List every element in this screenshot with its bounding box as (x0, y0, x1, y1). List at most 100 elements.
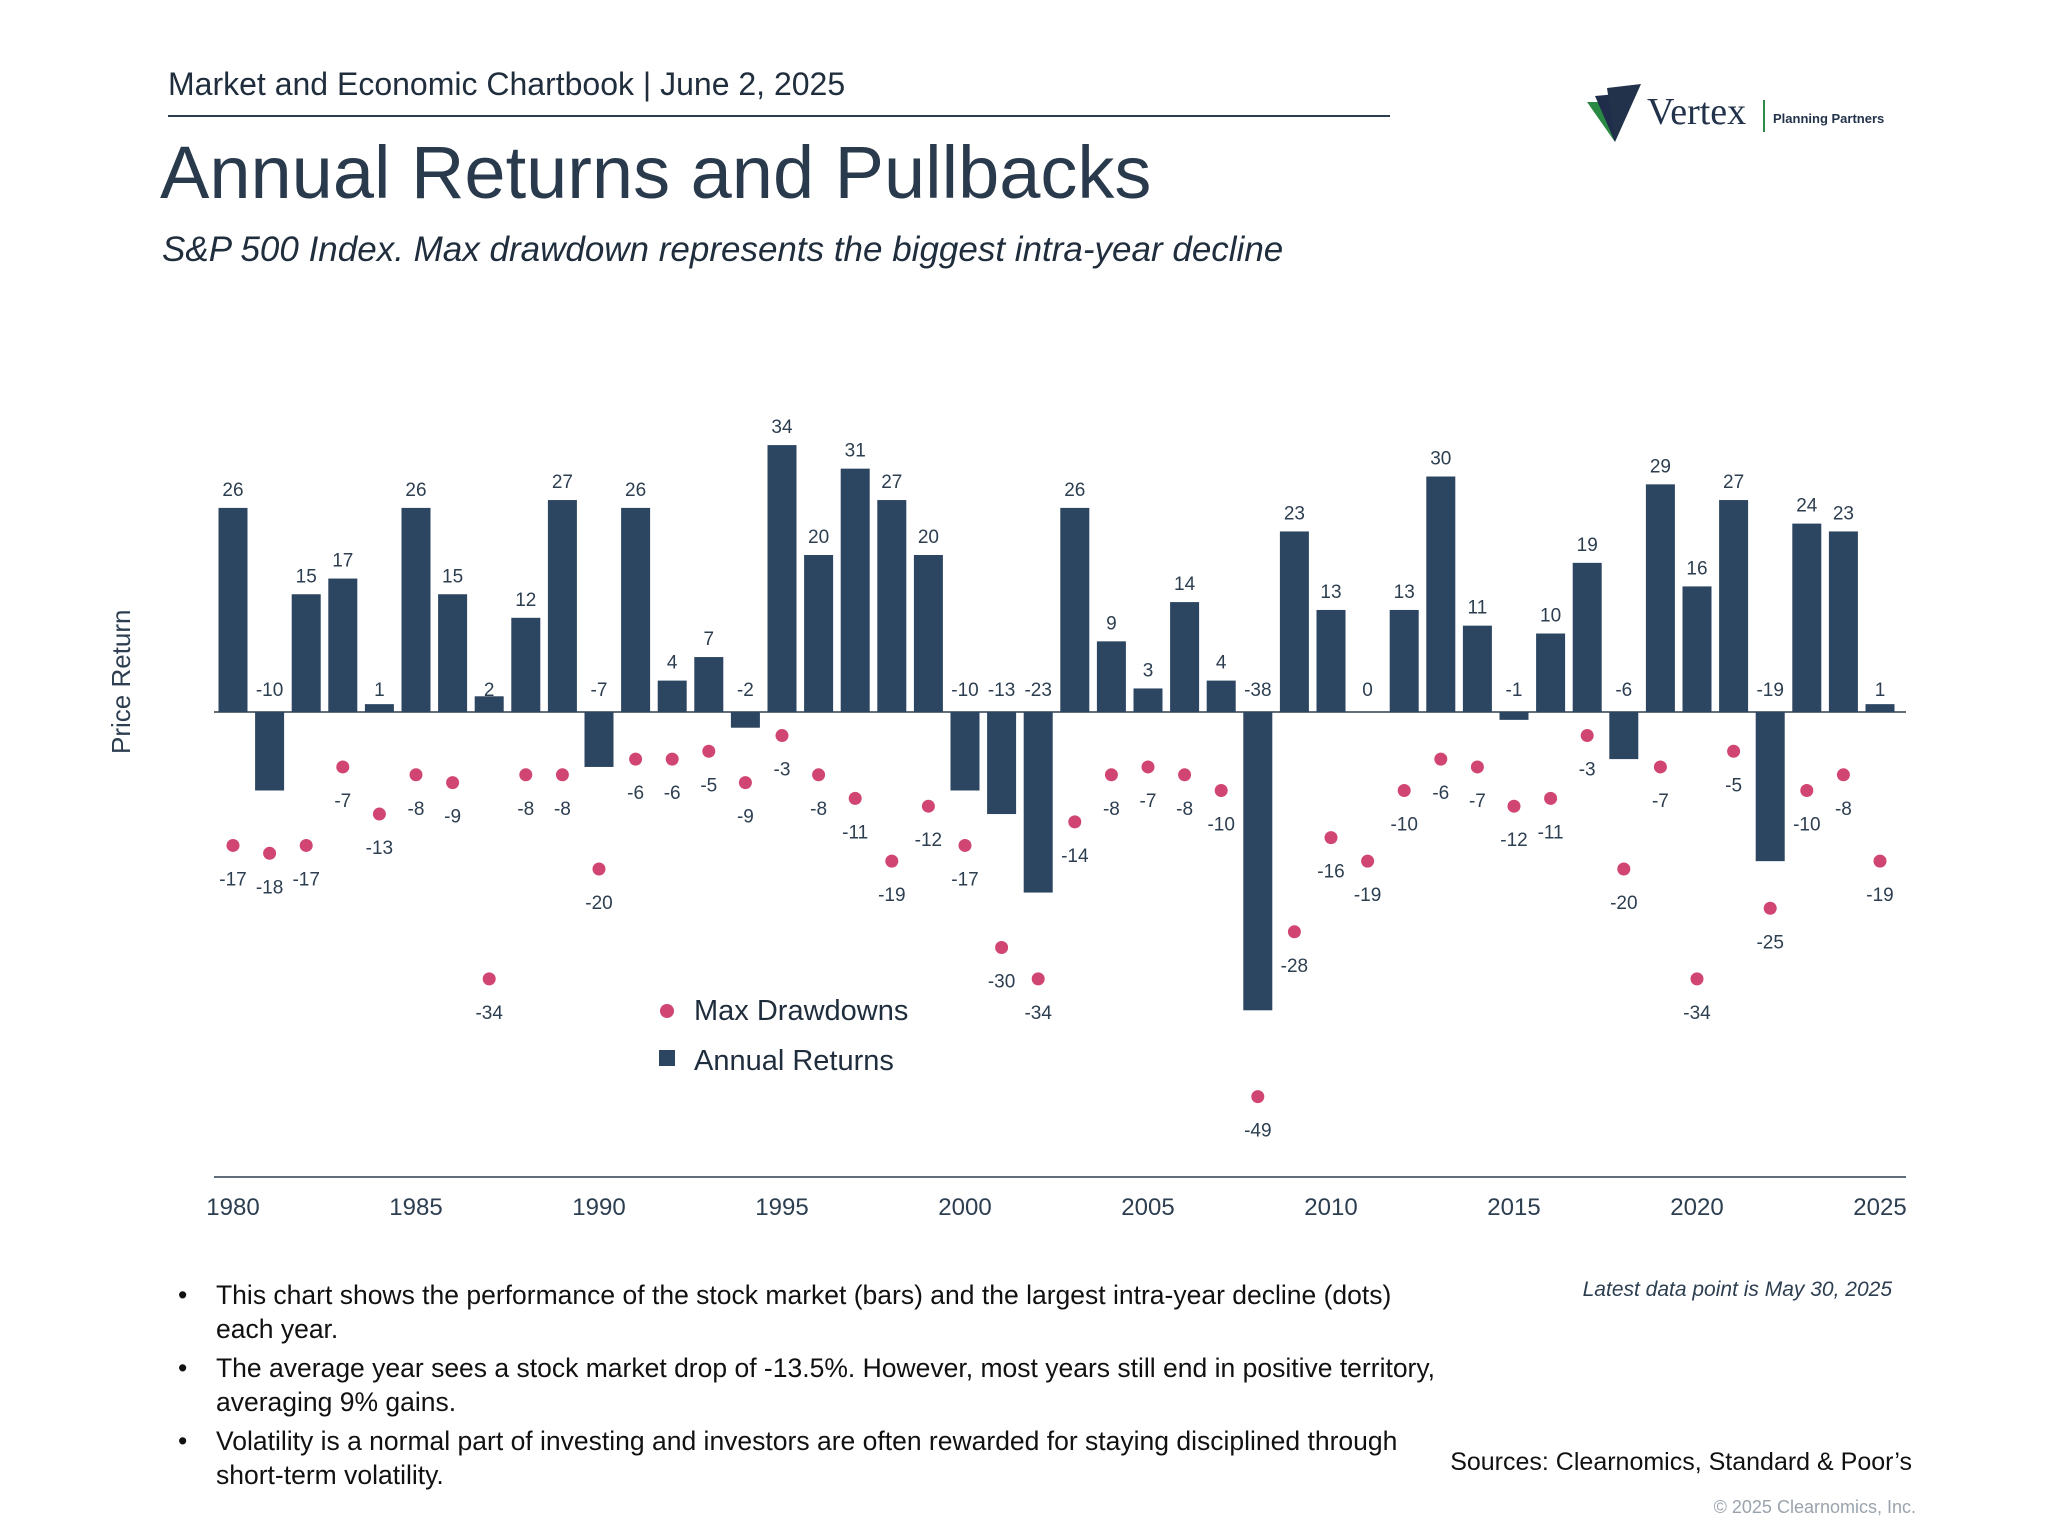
bar-value-label: 4 (667, 653, 678, 674)
bar-value-label: 1 (1875, 680, 1886, 701)
dot-value-label: -8 (517, 799, 534, 820)
annual-return-bar (1170, 602, 1200, 712)
dot-value-label: -8 (408, 799, 425, 820)
x-tick-label: 2000 (938, 1194, 991, 1221)
bar-value-label: 23 (1284, 503, 1305, 524)
bar-value-label: -7 (591, 680, 608, 701)
bar-value-label: 26 (222, 480, 243, 501)
annual-return-bar (511, 617, 541, 712)
annual-return-bar (621, 507, 651, 712)
bar-value-label: -23 (1024, 680, 1051, 701)
bar-value-label: 20 (918, 527, 939, 548)
dot-value-label: -19 (878, 885, 905, 906)
dot-value-label: -11 (1538, 822, 1564, 843)
max-drawdown-dot (738, 776, 752, 790)
dot-value-label: -11 (842, 822, 868, 843)
annual-return-bar (657, 680, 687, 712)
bar-value-label: -6 (1615, 680, 1632, 701)
annual-return-bar (1609, 712, 1639, 760)
max-drawdown-dot (629, 752, 643, 766)
dot-value-label: -12 (915, 830, 942, 851)
annual-return-bar (877, 500, 907, 712)
max-drawdown-dot (446, 776, 460, 790)
dot-value-label: -34 (475, 1003, 503, 1024)
annual-return-bar (584, 712, 614, 767)
dot-value-label: -5 (1725, 775, 1742, 796)
dot-value-label: -9 (444, 807, 461, 828)
bar-value-label: 27 (552, 472, 573, 493)
annual-return-bar (1719, 500, 1749, 712)
bar-value-label: -10 (951, 680, 978, 701)
bar-value-label: 13 (1320, 582, 1341, 603)
max-drawdown-dot (665, 752, 679, 766)
bar-value-label: 17 (332, 551, 353, 572)
dot-value-label: -17 (219, 869, 246, 890)
max-drawdown-dot (1653, 760, 1667, 774)
max-drawdown-dot (1251, 1090, 1265, 1104)
max-drawdown-dot (848, 791, 862, 805)
annual-return-bar (767, 445, 797, 712)
annual-return-bar (987, 712, 1017, 815)
bar-value-label: 0 (1362, 680, 1373, 701)
x-tick-label: 1995 (755, 1194, 808, 1221)
dot-value-label: -6 (664, 783, 681, 804)
logo-divider (1763, 100, 1765, 132)
dot-value-label: -5 (700, 775, 717, 796)
annual-return-bar (1462, 625, 1492, 712)
bar-value-label: 34 (771, 417, 793, 438)
latest-data-note: Latest data point is May 30, 2025 (1582, 1278, 1892, 1301)
annual-return-bar (1865, 704, 1895, 712)
dot-value-label: -18 (256, 877, 283, 898)
page-title: Annual Returns and Pullbacks (160, 131, 1152, 214)
x-tick-label: 2005 (1121, 1194, 1174, 1221)
bullet-item: This chart shows the performance of the … (178, 1278, 1448, 1346)
annual-return-bar (547, 500, 577, 712)
annual-return-bar (1828, 531, 1858, 712)
annual-return-bar (950, 712, 980, 791)
annual-return-bar (1682, 586, 1712, 712)
max-drawdown-dot (1434, 752, 1448, 766)
dot-value-label: -12 (1500, 830, 1527, 851)
sources-note: Sources: Clearnomics, Standard & Poor’s (1450, 1448, 1912, 1476)
bar-value-label: -19 (1756, 680, 1783, 701)
dot-value-label: -13 (366, 838, 393, 859)
annual-return-bar (1536, 633, 1566, 712)
dot-value-label: -17 (292, 869, 319, 890)
max-drawdown-dot (1470, 760, 1484, 774)
header-divider (168, 115, 1390, 117)
annual-return-bar (1060, 507, 1090, 712)
logo-name: Vertex (1647, 91, 1747, 133)
max-drawdown-dot (1617, 862, 1631, 876)
bullet-item: The average year sees a stock market dro… (178, 1351, 1448, 1419)
vertex-triangle-logo-icon (1587, 84, 1641, 142)
bar-value-label: 31 (845, 441, 866, 462)
bar-value-label: 16 (1686, 558, 1707, 579)
dot-value-label: -7 (334, 791, 351, 812)
bar-value-label: 26 (1064, 480, 1085, 501)
dot-value-label: -6 (627, 783, 644, 804)
dot-value-label: -14 (1061, 846, 1089, 867)
annual-return-bar (1499, 712, 1529, 720)
max-drawdown-dot (958, 838, 972, 852)
max-drawdown-dot (1141, 760, 1155, 774)
dot-value-label: -10 (1390, 815, 1417, 836)
bar-value-label: 15 (296, 566, 317, 587)
annual-return-bar (1096, 641, 1126, 712)
dot-value-label: -17 (951, 869, 978, 890)
dot-value-label: -3 (1579, 760, 1596, 781)
bar-value-label: 26 (625, 480, 646, 501)
x-tick-label: 2020 (1670, 1194, 1723, 1221)
bar-value-label: 4 (1216, 653, 1227, 674)
dot-value-label: -7 (1140, 791, 1157, 812)
dot-value-label: -8 (810, 799, 827, 820)
annual-return-bar (364, 704, 394, 712)
dot-value-label: -25 (1756, 932, 1783, 953)
bar-value-label: 20 (808, 527, 829, 548)
max-drawdown-dot (1068, 815, 1082, 829)
max-drawdown-dot (336, 760, 350, 774)
max-drawdown-dot (1361, 854, 1375, 868)
bar-value-label: -38 (1244, 680, 1271, 701)
dot-value-label: -9 (737, 807, 754, 828)
bar-value-label: 29 (1650, 456, 1671, 477)
max-drawdown-dot (1800, 784, 1814, 797)
